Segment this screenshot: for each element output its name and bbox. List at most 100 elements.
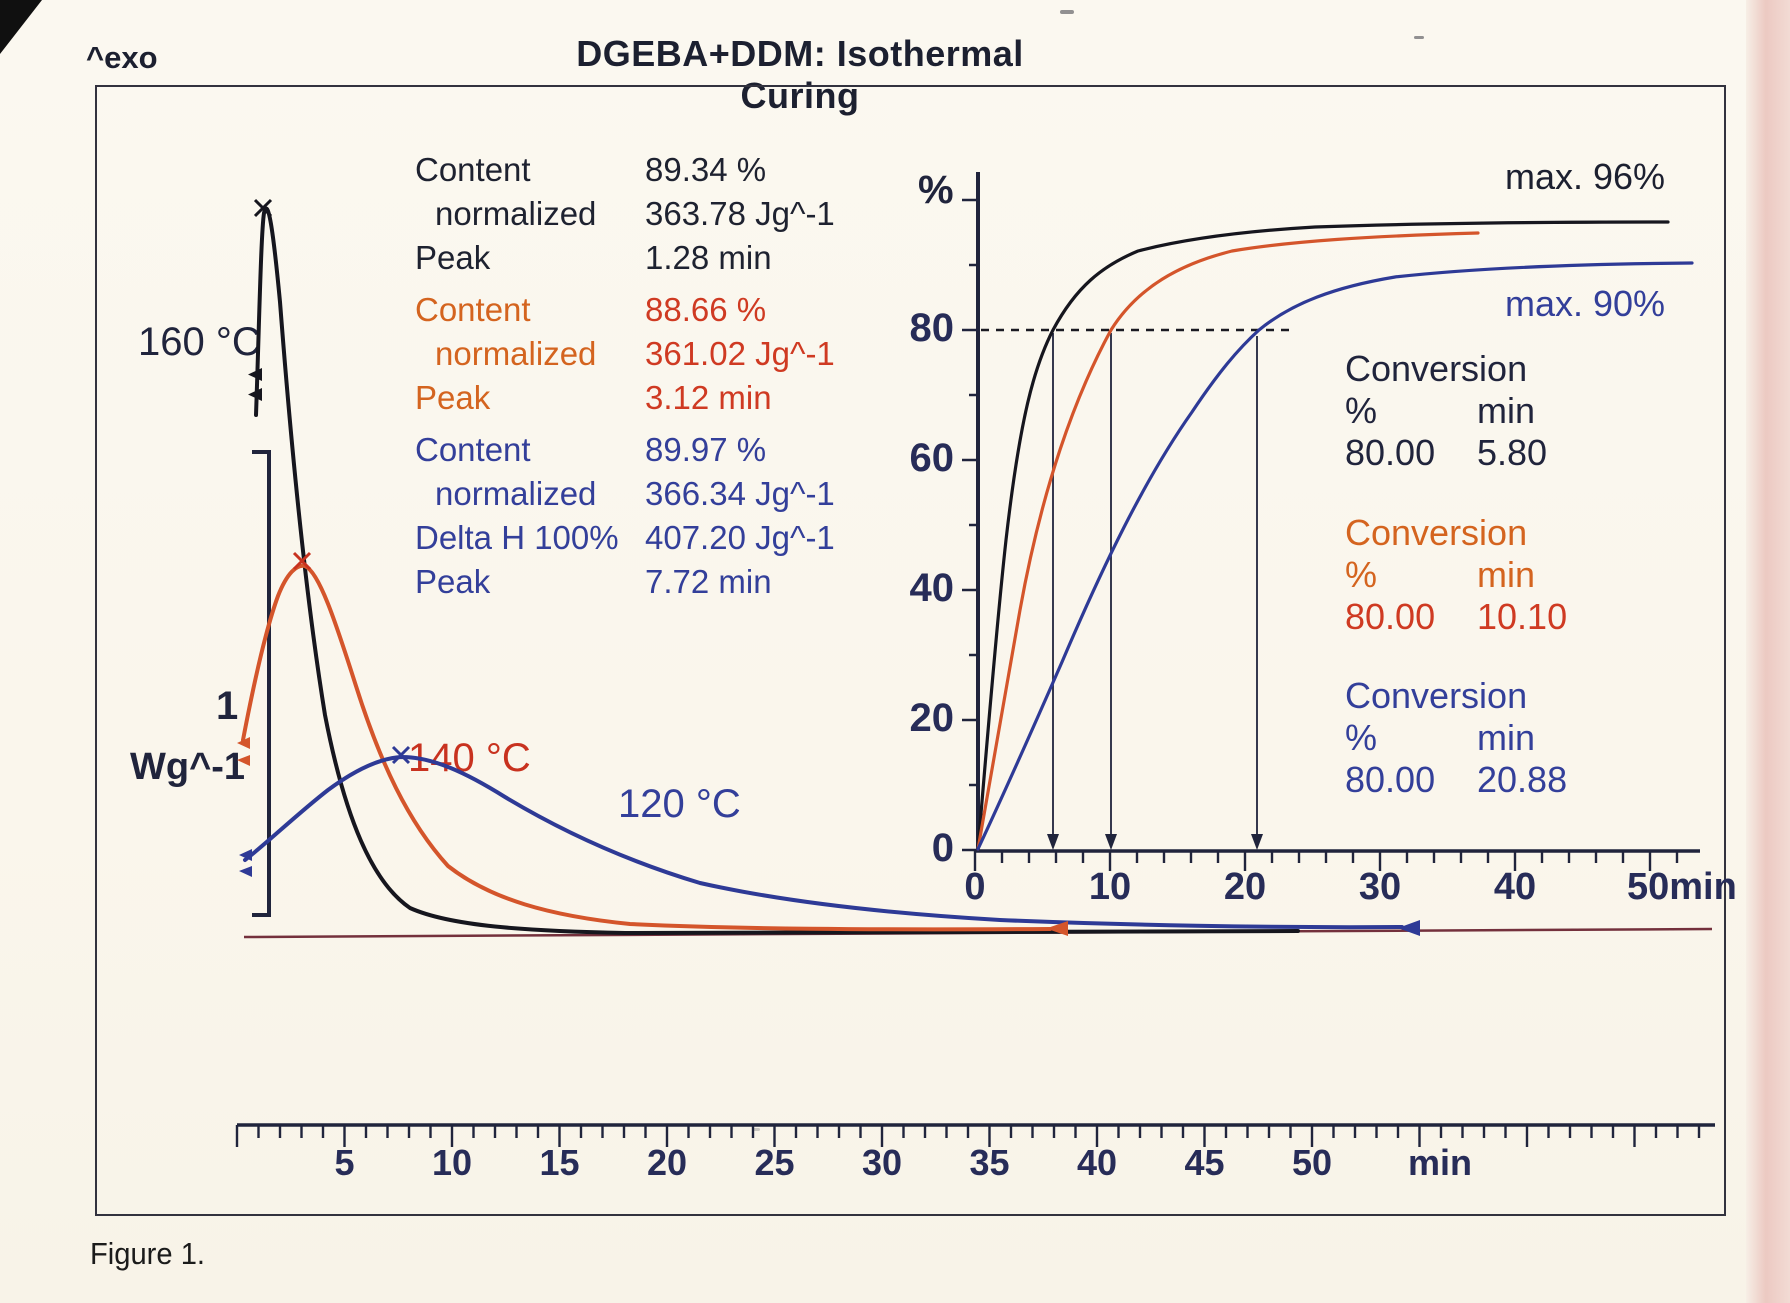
inset-y-tick-label: 0 (931, 826, 954, 870)
result-value: 361.02 Jg^-1 (645, 335, 835, 372)
main-x-tick-label: 25 (754, 1142, 795, 1183)
result-value: 366.34 Jg^-1 (645, 475, 835, 512)
conversion-block-120c: Conversion % min 80.00 20.88 (1345, 675, 1675, 801)
main-x-axis-unit-label: min (1408, 1142, 1473, 1183)
conversion-pct-value: 80.00 (1345, 432, 1436, 473)
inset-x-tick-label: 0 (964, 866, 986, 908)
result-label: normalized (435, 475, 597, 512)
start-flag-160c (248, 368, 262, 401)
result-label: Delta H 100% (415, 519, 619, 556)
conversion-col-min: min (1477, 390, 1536, 431)
conversion-header-row: % min (1345, 717, 1675, 759)
main-x-tick-label: 30 (861, 1142, 903, 1183)
curve-label-120c: 120 °C (618, 782, 741, 826)
inset-x-tick-label: 20 (1223, 866, 1267, 908)
result-row: normalized 363.78 Jg^-1 (415, 192, 835, 236)
result-label: normalized (435, 335, 597, 372)
conversion-title: Conversion (1345, 348, 1528, 389)
main-x-axis-ticks (235, 1125, 1701, 1147)
conversion-curve-140c (976, 231, 1480, 851)
result-row: Peak 1.28 min (415, 236, 835, 280)
result-row: normalized 361.02 Jg^-1 (415, 332, 835, 376)
figure-caption: Figure 1. (90, 1236, 206, 1271)
result-row: Content 88.66 % (415, 288, 835, 332)
result-label: normalized (435, 195, 597, 232)
conversion-title: Conversion (1345, 675, 1528, 716)
conversion-col-pct: % (1345, 554, 1378, 595)
start-flag-120c (239, 849, 252, 877)
result-row: Peak 3.12 min (415, 376, 835, 420)
scale-bar-value: 1 (216, 684, 239, 728)
conversion-value-row: 80.00 10.10 (1345, 596, 1675, 638)
peak-marker-160c (253, 198, 273, 218)
max-conversion-label-160c: max. 96% (1505, 156, 1666, 197)
result-value: 88.66 % (645, 291, 767, 328)
figure-frame (95, 85, 1726, 1216)
scale-bar-unit: Wg^-1 (130, 746, 246, 788)
max-conversion-label-120c: max. 90% (1505, 283, 1666, 324)
curve-label-140c: 140 °C (408, 736, 531, 780)
conversion-value-row: 80.00 20.88 (1345, 759, 1675, 801)
scan-speck (1060, 10, 1074, 14)
main-x-tick-label: 50 (1291, 1142, 1333, 1183)
conversion-drop-arrowheads (1047, 834, 1263, 850)
conversion-drop-lines (1052, 333, 1258, 838)
conversion-min-value: 10.10 (1477, 596, 1568, 637)
result-block-140c: Content 88.66 % normalized 361.02 Jg^-1 … (415, 288, 835, 420)
conversion-curve-120c (976, 261, 1694, 851)
result-label: Content (415, 151, 531, 188)
inset-y-tick-label: 40 (909, 566, 955, 610)
main-x-tick-label: 5 (334, 1142, 355, 1183)
result-value: 363.78 Jg^-1 (645, 195, 835, 232)
result-block-120c: Content 89.97 % normalized 366.34 Jg^-1 … (415, 428, 835, 604)
peak-marker-120c (391, 745, 411, 765)
inset-x-tick-label: 30 (1358, 866, 1402, 908)
result-value: 3.12 min (645, 379, 772, 416)
dsc-curve-140c (241, 563, 1052, 932)
result-value: 89.34 % (645, 151, 767, 188)
inset-y-axis-ticks (962, 198, 978, 852)
conversion-min-value: 20.88 (1477, 759, 1568, 800)
scale-bar-bracket (252, 450, 271, 917)
scan-speck (752, 1128, 760, 1131)
conversion-curve-160c (976, 220, 1670, 851)
result-row: Delta H 100% 407.20 Jg^-1 (415, 516, 835, 560)
main-x-tick-label: 15 (539, 1142, 580, 1183)
inset-x-tick-unit-label: 50min (1627, 866, 1737, 908)
result-row: Content 89.34 % (415, 148, 835, 192)
result-label: Peak (415, 379, 491, 416)
inset-x-tick-label: 40 (1493, 866, 1537, 908)
result-row: normalized 366.34 Jg^-1 (415, 472, 835, 516)
result-row: Content 89.97 % (415, 428, 835, 472)
result-value: 7.72 min (645, 563, 772, 600)
main-x-tick-label: 35 (969, 1142, 1010, 1183)
inset-y-tick-label: 60 (909, 436, 955, 480)
conversion-col-pct: % (1345, 390, 1378, 431)
conversion-value-row: 80.00 5.80 (1345, 432, 1675, 474)
exo-axis-direction-label: ^exo (86, 40, 158, 75)
conversion-header-row: % min (1345, 390, 1675, 432)
result-label: Peak (415, 563, 491, 600)
inset-y-tick-label: 20 (909, 696, 955, 740)
end-arrow-140c (1046, 921, 1068, 936)
inset-y-axis-label: % (918, 168, 954, 212)
main-x-tick-label: 45 (1184, 1142, 1225, 1183)
result-block-160c: Content 89.34 % normalized 363.78 Jg^-1 … (415, 148, 835, 280)
dsc-curve-160c (254, 206, 1300, 936)
conversion-pct-value: 80.00 (1345, 759, 1436, 800)
inset-x-tick-label: 10 (1088, 866, 1132, 908)
conversion-block-160c: Conversion % min 80.00 5.80 (1345, 348, 1675, 474)
inset-y-tick-label: 80 (909, 306, 955, 350)
result-value: 89.97 % (645, 431, 767, 468)
start-flag-140c (237, 737, 250, 766)
result-label: Content (415, 431, 531, 468)
main-x-tick-label: 40 (1076, 1142, 1118, 1183)
chart-title: DGEBA+DDM: Isothermal Curing (576, 33, 1024, 116)
peak-marker-140c (292, 551, 312, 571)
conversion-title: Conversion (1345, 512, 1528, 553)
conversion-pct-value: 80.00 (1345, 596, 1436, 637)
curve-label-160c: 160 °C (138, 320, 261, 364)
scan-edge-strip (1746, 0, 1790, 1303)
